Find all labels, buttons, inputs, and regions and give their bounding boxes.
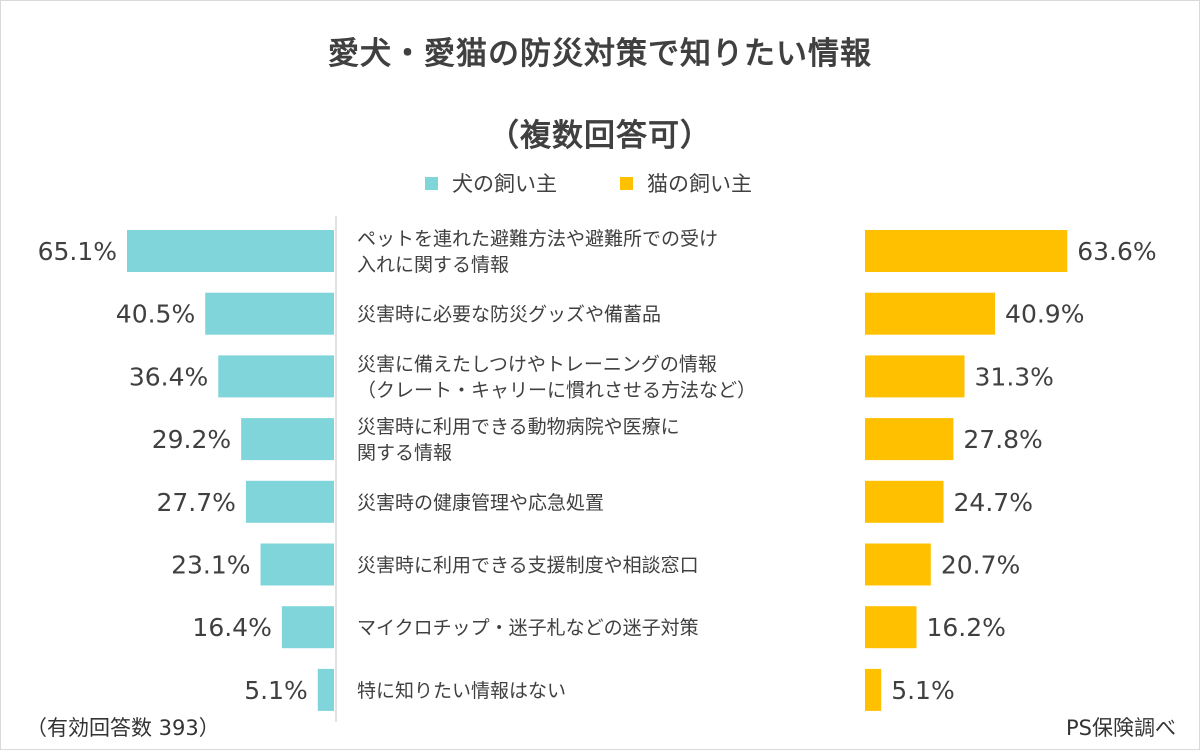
bars-layer (127, 230, 1068, 711)
data-label-dog-2: 36.4% (129, 362, 208, 391)
bar-dog-7 (317, 668, 334, 711)
category-label-6-line-0: マイクロチップ・迷子札などの迷子対策 (357, 617, 699, 639)
data-label-cat-0: 63.6% (1077, 237, 1156, 266)
bar-cat-7 (865, 668, 882, 711)
legend: 犬の飼い主 猫の飼い主 (0, 168, 1200, 198)
data-label-dog-3: 29.2% (152, 425, 231, 454)
bar-cat-3 (865, 418, 954, 461)
data-label-dog-6: 16.4% (192, 613, 271, 642)
category-label-4-line-0: 災害時の健康管理や応急処置 (357, 492, 604, 514)
legend-label-dog: 犬の飼い主 (452, 172, 557, 196)
bar-cat-0 (865, 230, 1068, 272)
category-label-0-line-0: ペットを連れた避難方法や避難所での受け (357, 228, 718, 250)
bar-dog-3 (241, 418, 334, 461)
data-label-dog-7: 5.1% (244, 676, 308, 705)
source-note: PS保険調べ (1066, 716, 1176, 740)
sample-size-note: （有効回答数 393） (26, 716, 220, 740)
bar-dog-6 (281, 606, 334, 649)
data-label-dog-1: 40.5% (116, 300, 195, 329)
bar-dog-5 (260, 543, 334, 586)
legend-item-cat: 猫の飼い主 (620, 168, 752, 198)
category-label-3-line-1: 関する情報 (357, 442, 452, 464)
bar-cat-4 (865, 480, 944, 523)
bar-dog-4 (245, 480, 334, 523)
data-label-cat-7: 5.1% (891, 676, 955, 705)
chart-subtitle: （複数回答可） (488, 118, 712, 154)
legend-swatch-cat (620, 176, 633, 190)
legend-item-dog: 犬の飼い主 (425, 168, 557, 198)
category-label-0-line-1: 入れに関する情報 (357, 254, 509, 276)
bar-cat-5 (865, 543, 931, 586)
bar-dog-0 (127, 230, 334, 272)
bar-cat-6 (865, 606, 917, 649)
bar-dog-2 (218, 355, 334, 398)
data-label-cat-6: 16.2% (927, 613, 1006, 642)
legend-swatch-dog (425, 176, 438, 190)
category-label-2-line-0: 災害に備えたしつけやトレーニングの情報 (357, 353, 717, 375)
data-label-cat-5: 20.7% (941, 551, 1020, 580)
bar-cat-1 (865, 292, 996, 335)
data-label-dog-0: 65.1% (38, 237, 117, 266)
data-label-cat-1: 40.9% (1005, 300, 1084, 329)
category-label-2-line-1: （クレート・キャリーに慣れさせる方法など） (357, 379, 756, 401)
category-label-3-line-0: 災害時に利用できる動物病院や医療に (357, 416, 680, 438)
category-label-1-line-0: 災害時に必要な防災グッズや備蓄品 (357, 304, 661, 326)
data-label-cat-2: 31.3% (975, 362, 1054, 391)
bar-cat-2 (865, 355, 965, 398)
chart-title: 愛犬・愛猫の防災対策で知りたい情報 (328, 36, 872, 72)
data-label-dog-4: 27.7% (156, 488, 235, 517)
legend-label-cat: 猫の飼い主 (647, 172, 752, 196)
category-label-5-line-0: 災害時に利用できる支援制度や相談窓口 (357, 555, 699, 577)
bar-dog-1 (205, 292, 334, 335)
data-label-cat-4: 24.7% (954, 488, 1033, 517)
data-label-cat-3: 27.8% (963, 425, 1042, 454)
data-label-dog-5: 23.1% (171, 551, 250, 580)
category-label-7-line-0: 特に知りたい情報はない (357, 680, 566, 702)
